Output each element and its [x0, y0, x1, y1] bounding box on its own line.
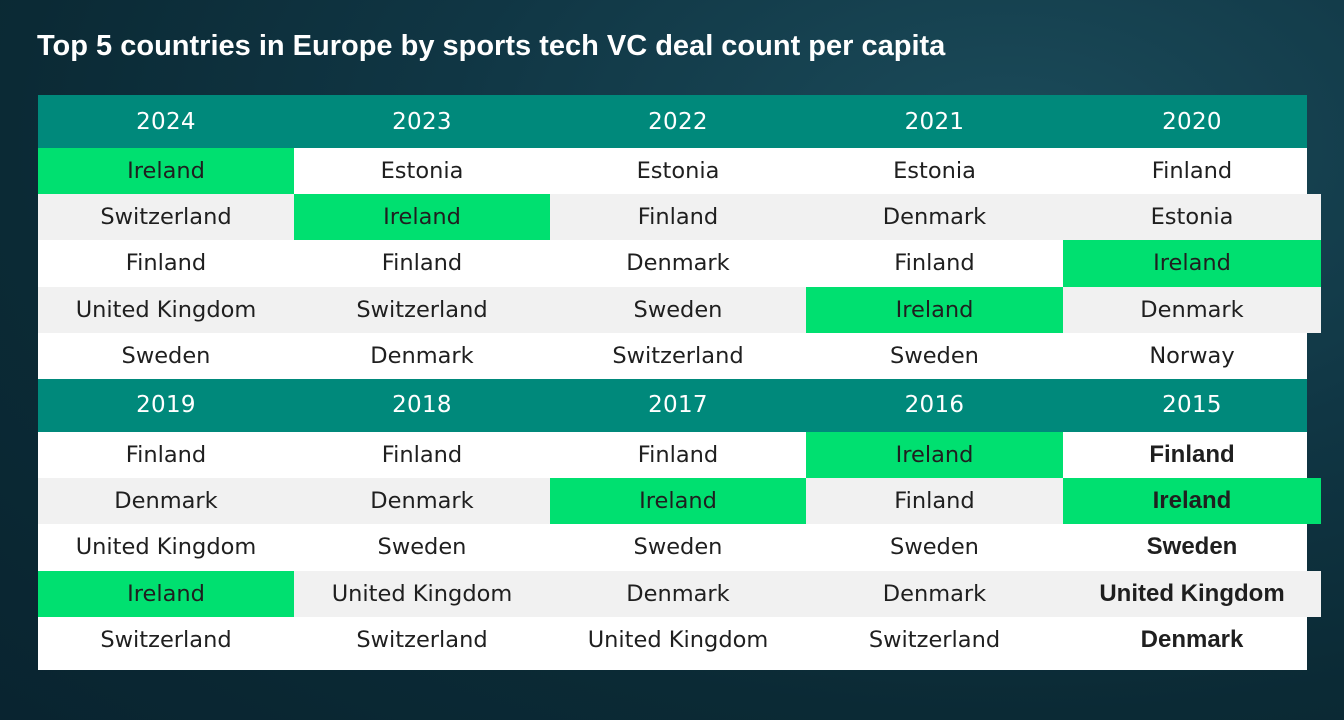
year-column-2023: Estonia Ireland Finland Switzerland Denmark — [294, 148, 550, 379]
year-header-2023: 2023 — [392, 108, 452, 135]
ranking-block-2024-2020: 2024 2023 2022 2021 2020 Ireland Switzerland Fi… — [38, 95, 1321, 379]
rank-cell-2022-3: Denmark — [626, 250, 730, 277]
rank-cell-2018-2: Denmark — [294, 478, 550, 525]
rank-cell-2021-1: Estonia — [893, 158, 976, 185]
year-column-2018: Finland Denmark Sweden United Kingdom Switze… — [294, 432, 550, 663]
year-header-2017: 2017 — [648, 392, 708, 419]
year-column-2016: Ireland Finland Sweden Denmark Switzerland — [806, 431, 1063, 663]
rank-cell-2023-1: Estonia — [380, 158, 464, 185]
ranking-body: Ireland Switzerland Finland United Kingdom S… — [38, 148, 1321, 379]
rank-cell-2024-4: United Kingdom — [38, 286, 294, 333]
rank-cell-2017-1: Finland — [637, 442, 719, 469]
rank-cell-2023-2: Ireland — [294, 194, 550, 241]
rank-cell-2020-2: Estonia — [1063, 194, 1321, 241]
rank-cell-2019-2: Denmark — [38, 478, 294, 525]
rank-cell-2021-4: Ireland — [806, 286, 1063, 333]
rank-cell-2020-1: Finland — [1151, 158, 1233, 185]
rank-cell-2015-1: Finland — [1149, 441, 1235, 469]
ranking-block-2019-2015: 2019 2018 2017 2016 2015 Finland Denmark United… — [38, 378, 1321, 663]
year-column-2019: Finland Denmark United Kingdom Ireland Switz… — [38, 432, 294, 663]
chart-title: Top 5 countries in Europe by sports tech… — [37, 30, 946, 62]
rank-cell-2016-4: Denmark — [806, 570, 1063, 617]
rank-cell-2022-5: Switzerland — [612, 342, 744, 369]
rank-cell-2020-4: Denmark — [1063, 286, 1321, 333]
rank-cell-2018-5: Switzerland — [356, 626, 488, 653]
rank-cell-2016-3: Sweden — [890, 534, 979, 561]
year-column-2020: Finland Estonia Ireland Denmark Norway — [1063, 148, 1321, 379]
rank-cell-2018-1: Finland — [381, 442, 463, 469]
year-header-row: 2019 2018 2017 2016 2015 — [38, 378, 1307, 432]
rank-cell-2020-5: Norway — [1149, 342, 1235, 369]
rank-cell-2017-5: United Kingdom — [587, 626, 769, 653]
rank-cell-2019-4: Ireland — [38, 570, 294, 617]
year-column-2021: Estonia Denmark Finland Ireland Sweden — [806, 148, 1063, 379]
year-header-2022: 2022 — [648, 108, 708, 135]
rank-cell-2019-5: Switzerland — [100, 626, 232, 653]
rank-cell-2024-3: Finland — [125, 250, 207, 277]
rank-cell-2024-5: Sweden — [121, 342, 211, 369]
rank-cell-2016-1: Ireland — [806, 431, 1063, 479]
rank-cell-2016-2: Finland — [806, 478, 1063, 525]
rank-cell-2021-2: Denmark — [806, 194, 1063, 241]
rank-cell-2022-4: Sweden — [550, 286, 806, 333]
rank-cell-2024-2: Switzerland — [38, 194, 294, 241]
rank-cell-2018-3: Sweden — [377, 534, 467, 561]
rank-cell-2015-2: Ireland — [1063, 478, 1321, 525]
year-column-2022: Estonia Finland Denmark Sweden Switzerland — [550, 148, 806, 379]
year-column-2015: Finland Ireland Sweden United Kingdom Denmar… — [1063, 432, 1321, 663]
rank-cell-2023-5: Denmark — [370, 342, 474, 369]
year-header-2021: 2021 — [904, 108, 965, 135]
rank-cell-2021-3: Finland — [894, 250, 975, 277]
rank-cell-2015-3: Sweden — [1146, 533, 1238, 561]
rank-cell-2018-4: United Kingdom — [294, 570, 550, 617]
year-column-2017: Finland Ireland Sweden Denmark United Kingdo… — [550, 432, 806, 663]
rank-cell-2019-1: Finland — [125, 442, 207, 469]
rank-cell-2020-3: Ireland — [1063, 240, 1321, 287]
year-header-2019: 2019 — [136, 392, 196, 419]
rank-cell-2022-1: Estonia — [636, 158, 720, 185]
ranking-body: Finland Denmark United Kingdom Ireland Switz… — [38, 431, 1321, 663]
year-column-2024: Ireland Switzerland Finland United Kingdom S… — [38, 148, 294, 379]
rank-cell-2019-3: United Kingdom — [75, 534, 257, 561]
rank-cell-2017-4: Denmark — [550, 570, 806, 617]
rank-cell-2015-5: Denmark — [1140, 625, 1244, 653]
rank-cell-2015-4: United Kingdom — [1063, 570, 1321, 617]
rank-cell-2021-5: Sweden — [890, 342, 979, 369]
rank-cell-2024-1: Ireland — [38, 148, 294, 195]
year-header-2018: 2018 — [392, 392, 452, 419]
rank-cell-2017-3: Sweden — [633, 534, 723, 561]
ranking-table: 2024 2023 2022 2021 2020 Ireland Switzerland Fi… — [38, 95, 1321, 670]
year-header-2016: 2016 — [904, 392, 965, 419]
year-header-2020: 2020 — [1162, 108, 1222, 135]
year-header-2015: 2015 — [1162, 392, 1222, 419]
rank-cell-2017-2: Ireland — [550, 478, 806, 525]
year-header-2024: 2024 — [136, 108, 196, 135]
rank-cell-2023-4: Switzerland — [294, 286, 550, 333]
rank-cell-2016-5: Switzerland — [868, 626, 1001, 653]
rank-cell-2022-2: Finland — [550, 194, 806, 241]
year-header-row: 2024 2023 2022 2021 2020 — [38, 95, 1307, 148]
rank-cell-2023-3: Finland — [381, 250, 463, 277]
